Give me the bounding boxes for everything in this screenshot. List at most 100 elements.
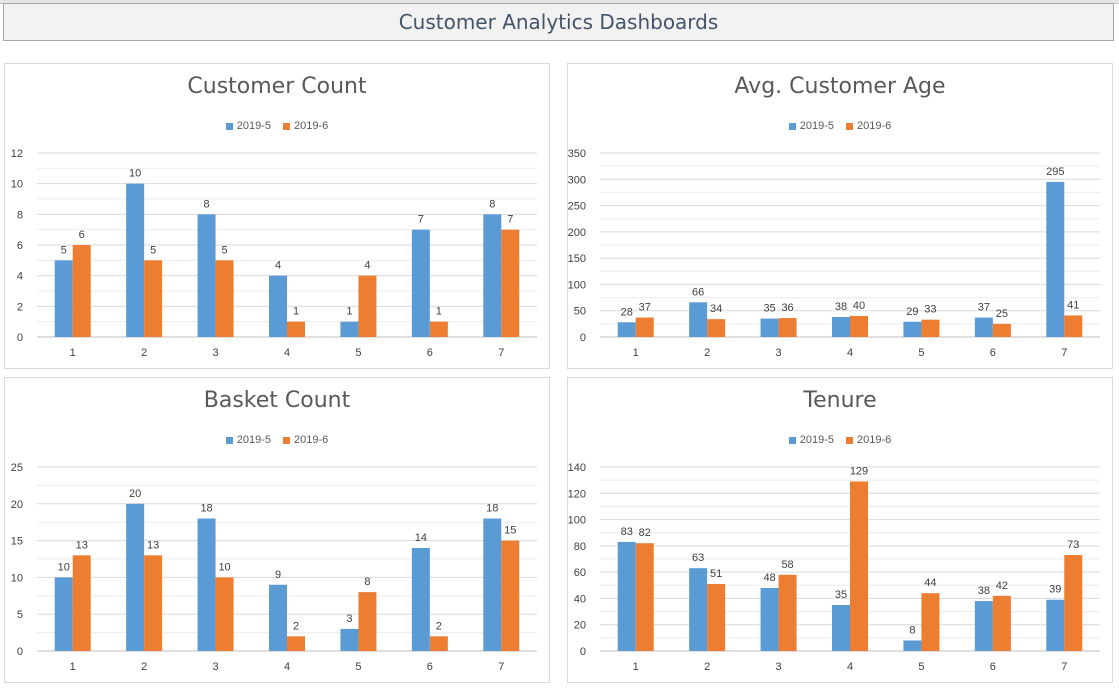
x-tick-label: 2	[141, 347, 147, 359]
y-tick-label: 60	[574, 567, 586, 579]
x-tick-label: 3	[213, 661, 219, 673]
bar-series-a	[269, 275, 287, 337]
chart-panel-basket-count[interactable]: Basket Count 2019-5 2019-6 0 5 10 15 20 25 10 1…	[4, 377, 550, 683]
y-tick-label: 40	[574, 593, 586, 605]
x-tick-label: 6	[427, 347, 433, 359]
bar-series-a	[617, 541, 636, 651]
bar-series-a	[411, 547, 430, 651]
bar-series-a	[832, 605, 850, 651]
y-tick-label: 350	[568, 148, 586, 160]
y-tick-label: 100	[568, 279, 586, 291]
bar-series-b	[215, 260, 234, 337]
bar-series-b	[921, 593, 940, 651]
legend-swatch-series-a	[788, 436, 796, 444]
x-tick-label: 7	[498, 661, 504, 673]
y-tick-label: 300	[568, 174, 586, 186]
legend-label-series-a: 2019-5	[799, 120, 834, 132]
y-tick-label: 0	[17, 332, 23, 344]
data-label: 63	[692, 552, 704, 564]
chart-title: Avg. Customer Age	[734, 74, 946, 99]
data-label: 25	[996, 308, 1008, 320]
bar-series-b	[358, 592, 377, 651]
chart-plot-area: 0 5 10 15 20 25 10 13 1 20 13 2 18 10 3 9 2 4 3 8 5 14 2 6 18 15 7	[11, 462, 537, 673]
dashboard-title: Customer Analytics Dashboards	[398, 10, 719, 34]
chart-panel-avg-customer-age[interactable]: Avg. Customer Age 2019-5 2019-6 0 50 100 15…	[567, 63, 1113, 369]
data-label: 10	[218, 561, 230, 573]
data-label: 2	[436, 620, 442, 632]
bar-series-b	[429, 636, 448, 651]
bar-series-a	[903, 321, 922, 337]
chart-legend: 2019-5 2019-6	[5, 434, 549, 446]
legend-swatch-series-a	[788, 122, 796, 130]
data-label: 1	[346, 306, 352, 318]
x-tick-label: 4	[847, 661, 853, 673]
bar-series-b	[72, 555, 91, 651]
y-tick-label: 2	[17, 301, 23, 313]
y-tick-label: 4	[17, 271, 23, 283]
bar-series-a	[126, 183, 145, 337]
bar-series-b	[287, 636, 305, 651]
data-label: 38	[835, 301, 847, 313]
data-label: 10	[129, 168, 141, 180]
chart-title: Basket Count	[203, 388, 351, 413]
bar-series-a	[903, 640, 922, 651]
data-label: 20	[129, 488, 141, 500]
legend-item-series-b: 2019-6	[846, 120, 891, 132]
bar-series-a	[126, 503, 145, 651]
y-tick-label: 200	[568, 227, 586, 239]
data-label: 13	[147, 539, 159, 551]
y-tick-label: 80	[574, 541, 586, 553]
data-label: 66	[692, 286, 704, 298]
chart-panel-customer-count[interactable]: Customer Count 2019-5 2019-6 0 2 4 6 8 10 12 5 6…	[4, 63, 550, 369]
chart-panel-tenure[interactable]: Tenure 2019-5 2019-6 0 20 40 60 80 100 120 140 8…	[567, 377, 1113, 683]
data-label: 37	[978, 302, 990, 314]
bar-series-a	[689, 568, 708, 651]
bar-series-b	[1064, 315, 1083, 337]
y-tick-label: 100	[568, 515, 586, 527]
bar-series-b	[707, 319, 726, 337]
bar-series-a	[617, 322, 636, 337]
data-label: 38	[978, 585, 990, 597]
data-label: 48	[763, 572, 775, 584]
x-tick-label: 1	[70, 661, 76, 673]
legend-swatch-series-b	[283, 122, 290, 130]
bar-series-a	[340, 628, 359, 651]
y-tick-label: 140	[568, 462, 586, 474]
bar-series-b	[1064, 555, 1083, 651]
data-label: 8	[909, 624, 915, 636]
chart-plot-area: 0 50 100 150 200 250 300 350 28 37 1 66 34 2 35 36 3 38 40…	[568, 148, 1100, 359]
x-tick-label: 2	[704, 661, 710, 673]
bar-series-b	[72, 245, 91, 337]
data-label: 73	[1067, 539, 1079, 551]
data-label: 83	[621, 526, 633, 538]
data-label: 4	[275, 260, 281, 272]
data-label: 7	[507, 214, 513, 226]
x-tick-label: 2	[704, 347, 710, 359]
legend-swatch-series-a	[225, 122, 233, 130]
x-tick-label: 7	[1061, 347, 1067, 359]
legend-label-series-b: 2019-6	[857, 434, 892, 446]
data-label: 40	[853, 300, 865, 312]
bar-series-b	[215, 577, 234, 651]
x-tick-label: 1	[633, 347, 639, 359]
data-label: 10	[58, 561, 70, 573]
x-tick-label: 5	[918, 661, 924, 673]
data-label: 1	[293, 306, 299, 318]
bar-series-b	[992, 595, 1011, 651]
bar-series-b	[635, 543, 654, 651]
legend-item-series-a: 2019-5	[225, 434, 271, 446]
x-tick-label: 3	[776, 661, 782, 673]
data-label: 14	[415, 532, 427, 544]
y-tick-label: 10	[11, 179, 23, 191]
data-label: 5	[61, 244, 67, 256]
bar-series-b	[850, 315, 868, 337]
bar-series-a	[269, 584, 287, 651]
legend-swatch-series-b	[283, 436, 290, 444]
bar-series-a	[483, 518, 502, 651]
legend-label-series-a: 2019-5	[236, 434, 271, 446]
data-label: 3	[346, 613, 352, 625]
x-tick-label: 1	[633, 661, 639, 673]
data-label: 8	[364, 576, 370, 588]
y-tick-label: 0	[17, 646, 23, 658]
